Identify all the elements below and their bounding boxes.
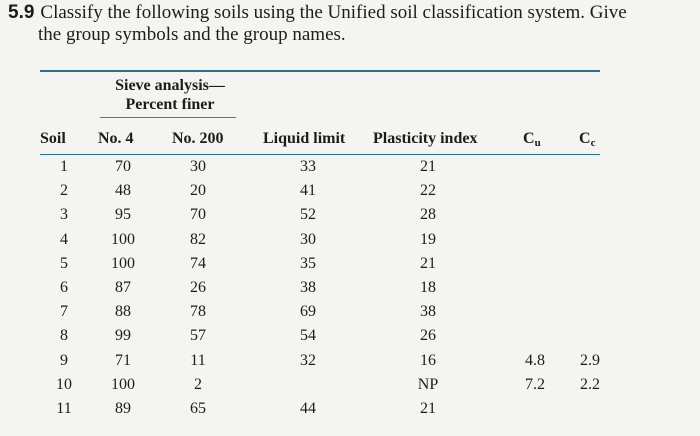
cell-soil: 7 bbox=[60, 303, 68, 321]
cell-cu: 7.2 bbox=[525, 375, 545, 393]
cell-soil: 1 bbox=[60, 158, 68, 175]
cell-no4: 88 bbox=[115, 303, 131, 321]
cell-no4: 100 bbox=[111, 254, 135, 272]
cell-plasticity-index: 16 bbox=[420, 351, 436, 369]
sieve-header-rule bbox=[100, 117, 236, 118]
cell-no200: 26 bbox=[190, 279, 206, 296]
cell-cc: 2.2 bbox=[580, 375, 600, 393]
cell-liquid-limit: 41 bbox=[300, 182, 316, 200]
cell-no200: 78 bbox=[190, 303, 206, 321]
cell-cc: 2.9 bbox=[580, 351, 600, 369]
cell-no200: 74 bbox=[190, 254, 206, 272]
header-liquid-limit: Liquid limit bbox=[263, 130, 346, 147]
cell-no200: 2 bbox=[194, 375, 202, 393]
cell-liquid-limit: 35 bbox=[300, 254, 316, 272]
header-no4: No. 4 bbox=[98, 130, 134, 147]
cell-plasticity-index: 22 bbox=[420, 182, 436, 200]
cell-soil: 6 bbox=[60, 279, 68, 296]
cell-no200: 20 bbox=[190, 182, 206, 200]
header-cu-main: C bbox=[523, 130, 535, 147]
sieve-title-line2: Percent finer bbox=[125, 96, 215, 113]
cell-soil: 2 bbox=[60, 182, 68, 200]
cell-cu: 4.8 bbox=[525, 351, 545, 369]
table-header-rule bbox=[40, 154, 600, 155]
header-cu-sub: u bbox=[534, 137, 541, 149]
table-top-rule bbox=[40, 70, 600, 72]
cell-no200: 57 bbox=[190, 327, 206, 345]
cell-soil: 9 bbox=[60, 351, 68, 369]
header-plasticity-index: Plasticity index bbox=[373, 130, 478, 147]
cell-plasticity-index: NP bbox=[417, 375, 439, 393]
header-cc-main: C bbox=[579, 130, 591, 147]
problem-statement: 5.9 Classify the following soils using th… bbox=[8, 2, 698, 46]
cell-no200: 70 bbox=[190, 206, 206, 224]
cell-liquid-limit: 30 bbox=[300, 230, 316, 248]
cell-no200: 65 bbox=[190, 400, 206, 417]
cell-soil: 11 bbox=[56, 400, 72, 417]
problem-text-line1: Classify the following soils using the U… bbox=[40, 2, 627, 23]
cell-soil: 8 bbox=[60, 327, 68, 345]
cell-no4: 71 bbox=[115, 351, 131, 369]
cell-soil: 10 bbox=[56, 375, 72, 393]
cell-no4: 89 bbox=[115, 400, 131, 417]
cell-no200: 11 bbox=[190, 351, 206, 369]
cell-no4: 87 bbox=[115, 279, 131, 296]
cell-no4: 70 bbox=[115, 158, 131, 175]
cell-plasticity-index: 28 bbox=[420, 206, 436, 224]
header-cc: Cc bbox=[579, 130, 595, 149]
cell-no4: 100 bbox=[111, 375, 135, 393]
cell-liquid-limit: 38 bbox=[300, 279, 316, 296]
header-cu: Cu bbox=[523, 130, 541, 149]
cell-plasticity-index: 18 bbox=[420, 279, 436, 296]
cell-liquid-limit: 54 bbox=[300, 327, 316, 345]
cell-no200: 82 bbox=[190, 230, 206, 248]
cell-no200: 30 bbox=[190, 158, 206, 175]
cell-no4: 48 bbox=[115, 182, 131, 200]
cell-liquid-limit: 69 bbox=[300, 303, 316, 321]
problem-number: 5.9 bbox=[8, 2, 35, 23]
cell-no4: 100 bbox=[111, 230, 135, 248]
cell-plasticity-index: 21 bbox=[420, 254, 436, 272]
cell-plasticity-index: 21 bbox=[420, 158, 436, 175]
header-cc-sub: c bbox=[590, 137, 596, 149]
cell-no4: 95 bbox=[115, 206, 131, 224]
cell-plasticity-index: 21 bbox=[420, 400, 436, 417]
cell-no4: 99 bbox=[115, 327, 131, 345]
header-no200: No. 200 bbox=[172, 130, 224, 147]
sieve-title-line1: Sieve analysis— bbox=[115, 77, 225, 94]
problem-text-line2: the group symbols and the group names. bbox=[38, 24, 346, 45]
cell-liquid-limit: 32 bbox=[300, 351, 316, 369]
cell-soil: 3 bbox=[60, 206, 68, 224]
sieve-analysis-header: Sieve analysis— Percent finer bbox=[100, 76, 240, 114]
cell-soil: 4 bbox=[60, 230, 68, 248]
header-soil: Soil bbox=[40, 130, 66, 147]
cell-plasticity-index: 19 bbox=[420, 230, 436, 248]
cell-liquid-limit: 33 bbox=[300, 158, 316, 175]
cell-plasticity-index: 38 bbox=[420, 303, 436, 321]
cell-plasticity-index: 26 bbox=[420, 327, 436, 345]
cell-liquid-limit: 44 bbox=[300, 400, 316, 417]
cell-soil: 5 bbox=[60, 254, 68, 272]
cell-liquid-limit: 52 bbox=[300, 206, 316, 224]
